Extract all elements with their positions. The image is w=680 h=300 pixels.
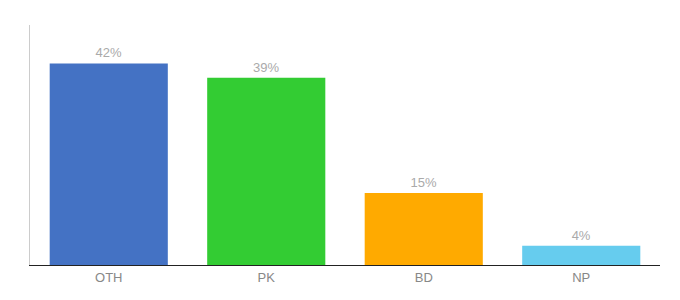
svg-text:42%: 42% bbox=[96, 45, 122, 60]
svg-text:15%: 15% bbox=[411, 175, 437, 190]
svg-text:BD: BD bbox=[415, 270, 433, 285]
svg-text:NP: NP bbox=[572, 270, 590, 285]
svg-text:4%: 4% bbox=[572, 228, 591, 243]
svg-text:39%: 39% bbox=[253, 60, 279, 75]
svg-text:PK: PK bbox=[258, 270, 276, 285]
svg-text:OTH: OTH bbox=[95, 270, 122, 285]
